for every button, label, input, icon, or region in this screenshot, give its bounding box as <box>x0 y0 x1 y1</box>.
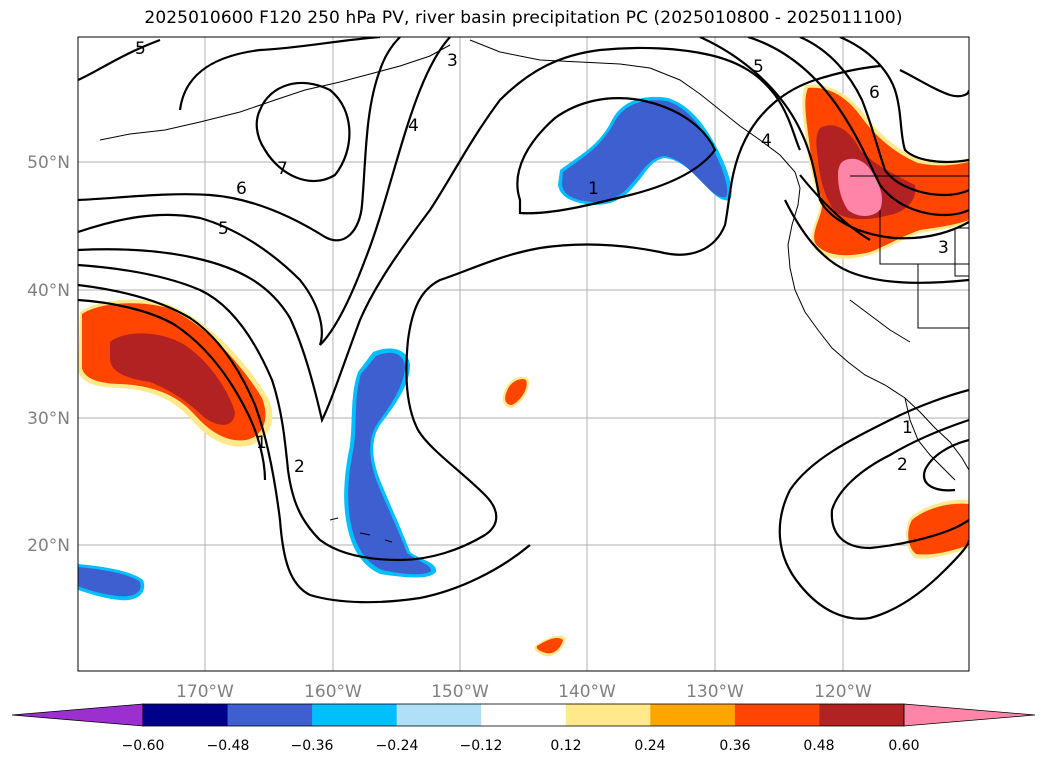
contour-label: 2 <box>294 457 305 477</box>
colorbar-segment <box>312 704 398 726</box>
gridlines <box>78 37 969 671</box>
contour-label: 2 <box>897 455 908 475</box>
pv-contour-line <box>78 298 267 481</box>
contour-label: 6 <box>236 179 247 199</box>
map-border <box>77 36 970 672</box>
colorbar-tick: −0.36 <box>290 738 334 754</box>
pv-contour-line <box>778 388 969 620</box>
colorbar-segment <box>481 704 567 726</box>
colorbar-segment <box>396 704 482 726</box>
precip-shading <box>78 84 969 657</box>
precip-positive-region <box>838 158 883 216</box>
colorbar <box>11 703 1036 727</box>
pv-contour-line <box>799 37 969 197</box>
colorbar-border <box>142 703 905 727</box>
lat-label: 30°N <box>27 409 70 429</box>
colorbar-extend-high <box>903 703 1036 727</box>
pv-contour-line <box>178 37 381 111</box>
colorbar-tick: 0.60 <box>888 738 920 754</box>
lat-label: 20°N <box>27 536 70 556</box>
pv-contour-line <box>747 37 969 217</box>
colorbar-tick: −0.48 <box>206 738 250 754</box>
contour-label: 3 <box>938 238 949 258</box>
colorbar-segment <box>734 704 820 726</box>
pv-contour-line <box>922 438 969 492</box>
colorbar-tick: −0.24 <box>375 738 419 754</box>
colorbar-segment <box>819 704 905 726</box>
pv-contours <box>78 37 969 620</box>
precip-negative-region <box>348 352 432 575</box>
pv-contour-line <box>516 97 717 215</box>
lat-label: 50°N <box>27 153 70 173</box>
colorbar-segment <box>143 704 229 726</box>
colorbar-tick: 0.24 <box>634 738 666 754</box>
pv-contour-line <box>839 37 969 164</box>
pv-contour-line <box>799 174 871 241</box>
pv-contour-line <box>78 37 401 242</box>
pv-contour-line <box>78 38 161 82</box>
precip-negative-region <box>78 567 141 597</box>
contour-label: 7 <box>277 159 288 179</box>
precip-positive-region <box>536 637 563 654</box>
coastlines <box>99 39 969 543</box>
colorbar-segment <box>565 704 651 726</box>
contour-label: 6 <box>869 83 880 103</box>
precip-positive-region <box>908 503 969 555</box>
contour-label: 5 <box>218 219 229 239</box>
lon-label: 170°W <box>176 682 234 702</box>
pv-contour-line <box>255 81 351 183</box>
map-title: 2025010600 F120 250 hPa PV, river basin … <box>144 8 903 28</box>
colorbar-tick: −0.12 <box>459 738 503 754</box>
contour-label: 4 <box>408 116 419 136</box>
latitude-labels: 50°N 40°N 30°N 20°N <box>27 153 70 556</box>
colorbar-segment <box>227 704 313 726</box>
contour-label: 4 <box>761 131 772 151</box>
longitude-labels: 170°W 160°W 150°W 140°W 130°W 120°W <box>176 682 872 702</box>
contour-label: 1 <box>256 433 267 453</box>
precip-positive-region <box>110 333 235 425</box>
lon-label: 140°W <box>558 682 616 702</box>
pv-contour-line <box>78 64 881 562</box>
precip-negative-region <box>562 100 728 202</box>
pv-contour-line <box>78 46 801 424</box>
colorbar-extend-low <box>11 703 144 727</box>
lon-label: 150°W <box>431 682 489 702</box>
colorbar-segment <box>650 704 736 726</box>
colorbar-tick: −0.60 <box>121 738 165 754</box>
contour-labels: 5 7 6 5 4 3 5 4 6 1 3 1 2 1 2 <box>135 39 949 477</box>
pv-contour-line <box>784 199 969 284</box>
contour-label: 1 <box>588 179 599 199</box>
contour-label: 5 <box>135 39 146 59</box>
pv-contour-line <box>830 418 969 550</box>
lon-label: 160°W <box>304 682 362 702</box>
lon-label: 130°W <box>686 682 744 702</box>
colorbar-tick: 0.48 <box>803 738 835 754</box>
contour-label: 1 <box>902 418 913 438</box>
lat-label: 40°N <box>27 281 70 301</box>
colorbar-tick: 0.36 <box>719 738 751 754</box>
pv-contour-line <box>899 69 969 98</box>
pv-contour-line <box>78 37 451 346</box>
precip-positive-region <box>505 379 527 405</box>
colorbar-tick: 0.12 <box>550 738 582 754</box>
lon-label: 120°W <box>814 682 872 702</box>
contour-label: 5 <box>753 57 764 77</box>
pv-contour-line <box>78 283 531 604</box>
contour-label: 3 <box>447 51 458 71</box>
